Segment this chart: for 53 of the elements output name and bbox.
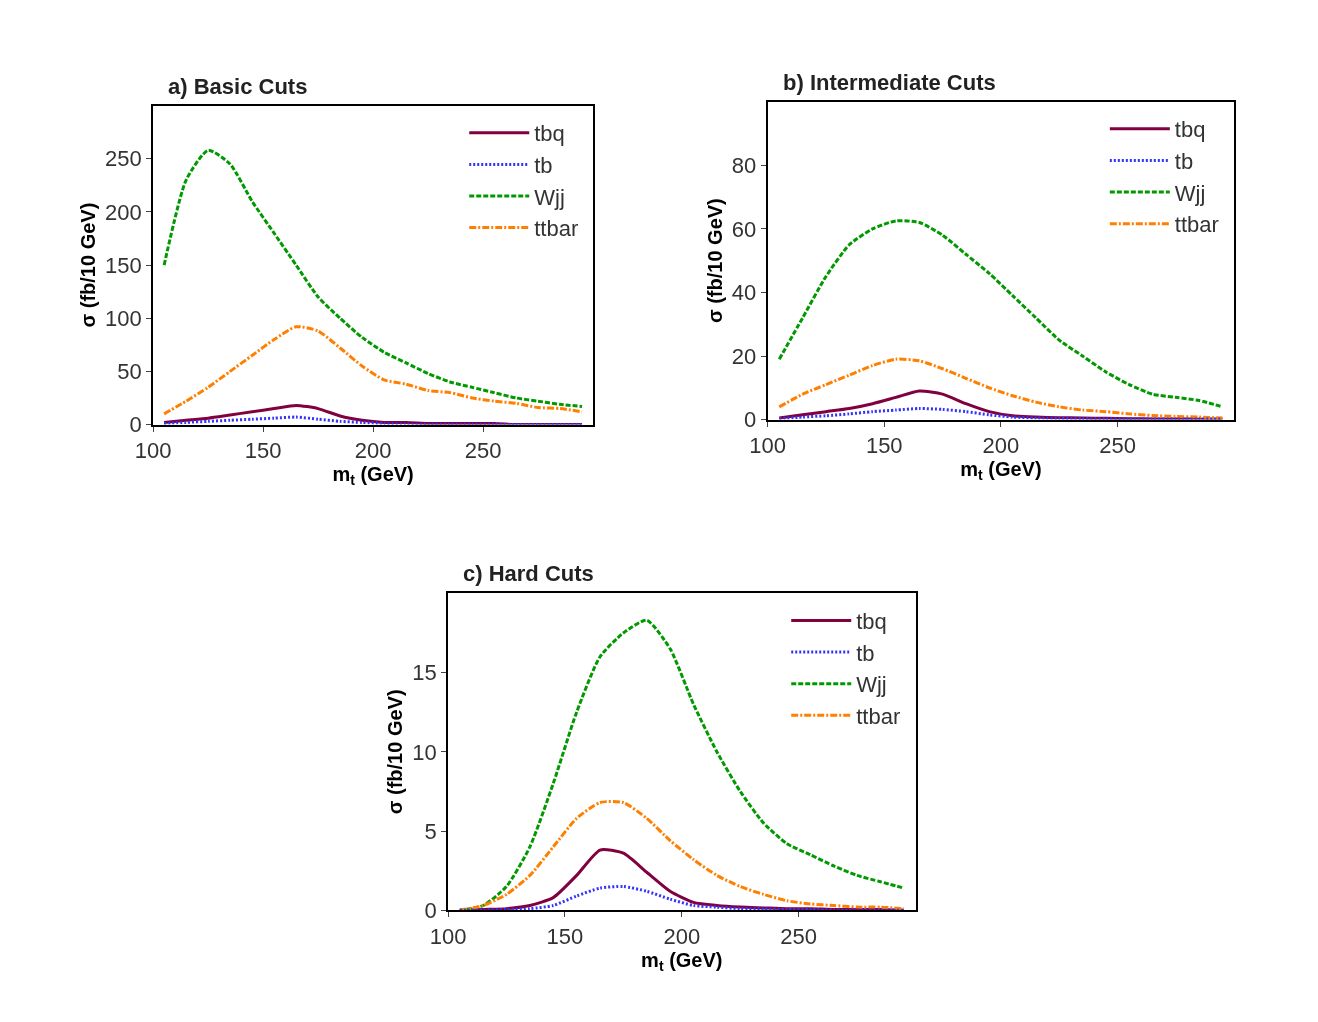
chart-title: c) Hard Cuts <box>463 561 594 586</box>
y-tick-label: 80 <box>731 152 757 178</box>
y-tick-label: 60 <box>731 216 757 242</box>
y-tick-label: 250 <box>105 146 142 172</box>
x-tick-label: 250 <box>464 437 502 463</box>
y-tick-label: 50 <box>117 359 142 385</box>
y-tick-label: 15 <box>412 660 437 686</box>
y-axis-title: σ (fb/10 GeV) <box>384 689 407 815</box>
x-axis-title: m$_{t}$ (GeV) <box>641 948 723 974</box>
line-series <box>458 800 906 911</box>
y-tick-label: 0 <box>129 412 142 438</box>
legend-label: tbq <box>856 609 887 635</box>
legend-label: tbq <box>534 121 565 147</box>
x-tick-label: 150 <box>546 923 584 949</box>
legend-label: ttbar <box>856 703 901 729</box>
x-tick-label: 200 <box>982 432 1020 458</box>
x-tick-label: 150 <box>865 432 903 458</box>
y-tick-label: 10 <box>412 739 437 765</box>
chart-title: a) Basic Cuts <box>168 74 308 99</box>
legend-label: tb <box>1174 149 1194 175</box>
y-tick-label: 200 <box>105 199 142 225</box>
line-series <box>777 357 1224 420</box>
y-tick-label: 100 <box>105 305 142 331</box>
y-tick-label: 20 <box>731 343 757 369</box>
chart-title: b) Intermediate Cuts <box>783 70 996 95</box>
x-tick-label: 100 <box>749 432 786 458</box>
y-tick-label: 40 <box>731 280 757 306</box>
x-tick-label: 250 <box>780 923 818 949</box>
legend-label: Wjj <box>1174 180 1206 206</box>
x-tick-label: 150 <box>244 437 282 463</box>
legend-label: ttbar <box>534 216 579 242</box>
legend-label: Wjj <box>534 184 565 210</box>
y-tick-label: 0 <box>743 407 757 433</box>
x-axis-title: m$_{t}$ (GeV) <box>960 457 1042 484</box>
x-tick-label: 100 <box>134 437 172 463</box>
legend-label: ttbar <box>1174 212 1219 238</box>
y-axis-title: σ (fb/10 GeV) <box>77 202 100 328</box>
line-series <box>162 415 584 425</box>
legend-label: tb <box>534 153 553 178</box>
legend-label: tbq <box>1174 117 1206 143</box>
y-tick-label: 150 <box>105 252 142 278</box>
y-tick-label: 0 <box>424 897 437 923</box>
x-tick-label: 200 <box>663 923 701 949</box>
y-axis-title: σ (fb/10 GeV) <box>703 198 726 324</box>
line-series <box>458 884 906 911</box>
x-axis-title: m$_{t}$ (GeV) <box>332 462 414 489</box>
y-tick-label: 5 <box>424 818 437 844</box>
line-series <box>777 406 1224 420</box>
line-series <box>162 148 584 408</box>
x-tick-label: 200 <box>354 437 392 463</box>
legend-label: Wjj <box>856 672 887 698</box>
legend-label: tb <box>856 640 875 666</box>
x-tick-label: 250 <box>1099 432 1136 458</box>
